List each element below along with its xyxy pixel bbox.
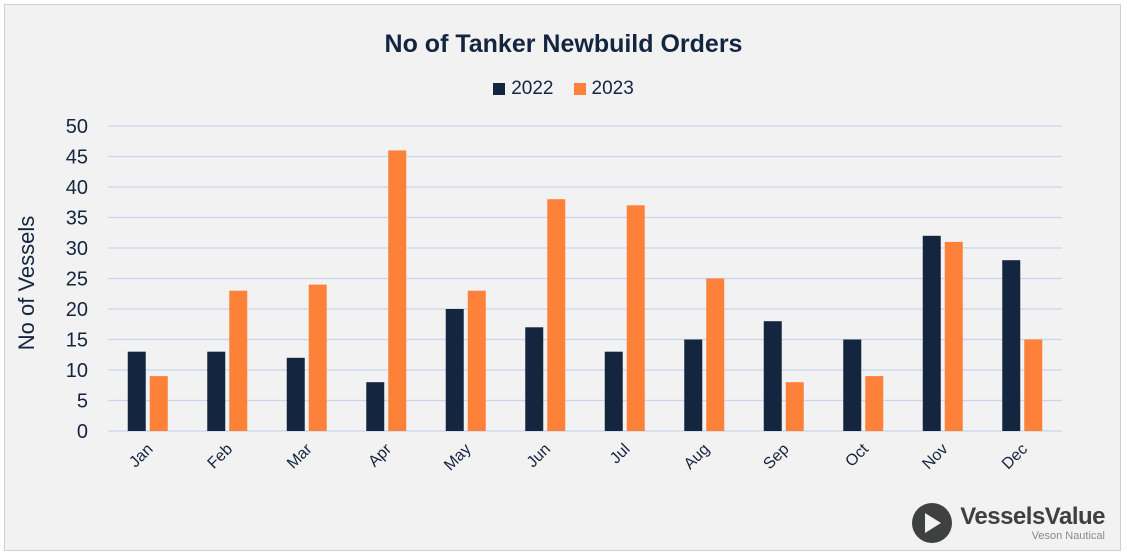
- legend-label-2023: 2023: [591, 78, 634, 99]
- vesselsvalue-logo-icon: [912, 503, 953, 543]
- y-tick-label: 30: [66, 238, 88, 260]
- bar-2023-apr: [388, 150, 407, 431]
- bar-2022-jun: [525, 327, 544, 431]
- x-tick-label-sep: Sep: [760, 441, 792, 473]
- legend: 2022 2023: [0, 78, 1127, 100]
- legend-item-2022: 2022: [493, 78, 554, 100]
- bar-2023-may: [467, 290, 486, 431]
- x-tick-label-feb: Feb: [205, 441, 237, 473]
- vesselsvalue-logo: VesselsValue Veson Nautical: [912, 503, 1105, 543]
- y-tick-label: 10: [66, 360, 88, 382]
- bar-2022-may: [445, 309, 464, 431]
- logo-name: VesselsValue: [960, 503, 1105, 530]
- y-tick-label: 5: [77, 391, 88, 413]
- x-tick-label-nov: Nov: [919, 441, 951, 473]
- legend-label-2022: 2022: [511, 78, 554, 99]
- y-tick-label: 25: [66, 269, 88, 291]
- bar-2023-jun: [547, 199, 566, 431]
- bar-2022-sep: [763, 321, 782, 431]
- y-tick-label: 35: [66, 208, 88, 230]
- x-tick-label-jun: Jun: [524, 441, 554, 471]
- y-tick-label: 20: [66, 299, 88, 321]
- bar-2022-jul: [604, 351, 623, 431]
- bar-2022-mar: [286, 357, 305, 431]
- bar-2022-nov: [922, 235, 941, 431]
- bar-2022-feb: [207, 351, 226, 431]
- bar-2023-dec: [1024, 339, 1043, 431]
- y-tick-label: 15: [66, 330, 88, 352]
- bar-2022-apr: [366, 382, 385, 431]
- x-tick-label-mar: Mar: [284, 440, 316, 472]
- bar-2023-aug: [706, 278, 725, 431]
- y-tick-label: 0: [77, 421, 88, 443]
- bar-2023-mar: [308, 284, 327, 431]
- bar-2023-oct: [865, 376, 884, 431]
- bar-2022-jan: [127, 351, 146, 431]
- x-tick-label-may: May: [441, 441, 474, 474]
- x-tick-label-jul: Jul: [607, 441, 633, 467]
- y-tick-label: 45: [66, 147, 88, 169]
- x-tick-label-aug: Aug: [681, 441, 713, 473]
- bar-2023-jul: [626, 205, 645, 431]
- bar-2022-aug: [684, 339, 703, 431]
- legend-swatch-2023: [573, 83, 586, 95]
- y-axis-label: No of Vessels: [14, 216, 39, 351]
- y-tick-label: 50: [66, 116, 88, 138]
- logo-subtitle: Veson Nautical: [1031, 530, 1105, 542]
- bar-2023-nov: [944, 241, 963, 431]
- bar-2023-feb: [229, 290, 248, 431]
- x-tick-label-apr: Apr: [365, 440, 395, 470]
- x-tick-label-dec: Dec: [999, 441, 1031, 473]
- x-tick-label-oct: Oct: [842, 440, 872, 470]
- bar-2023-sep: [785, 382, 804, 431]
- legend-item-2023: 2023: [573, 78, 634, 100]
- legend-swatch-2022: [493, 83, 506, 95]
- bar-2022-oct: [843, 339, 862, 431]
- bar-2023-jan: [149, 376, 168, 431]
- chart-title: No of Tanker Newbuild Orders: [384, 30, 743, 58]
- bar-2022-dec: [1002, 260, 1021, 431]
- x-tick-label-jan: Jan: [126, 441, 156, 471]
- y-tick-label: 40: [66, 177, 88, 199]
